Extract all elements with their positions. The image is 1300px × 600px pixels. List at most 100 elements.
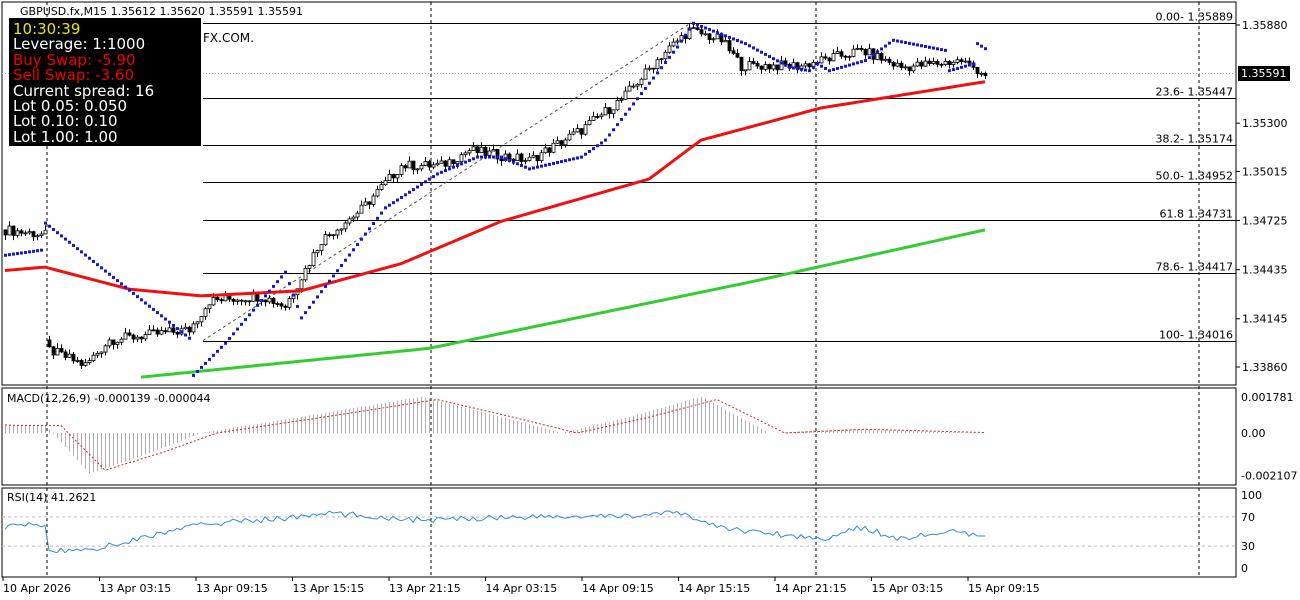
parabolic-sar-dot (48, 224, 51, 228)
macd-signal-line (4, 398, 986, 471)
candle-body (575, 128, 580, 133)
parabolic-sar-dot (556, 161, 559, 165)
candle-body (979, 72, 984, 75)
candle-body (11, 225, 16, 236)
candle-body (603, 107, 608, 116)
candle-body (491, 149, 496, 152)
parabolic-sar-dot (308, 305, 311, 309)
price-tick-label: 1.34145 (1242, 313, 1288, 326)
candle-body (371, 195, 376, 205)
candle-body (723, 40, 728, 43)
candle-body (39, 233, 44, 237)
parabolic-sar-dot (496, 155, 499, 159)
parabolic-sar-dot (704, 26, 707, 30)
parabolic-sar-dot (468, 158, 471, 162)
parabolic-sar-dot (928, 45, 931, 49)
parabolic-sar-dot (480, 155, 483, 159)
parabolic-sar-dot (948, 69, 951, 73)
parabolic-sar-dot (728, 35, 731, 39)
candle-body (611, 109, 616, 114)
parabolic-sar-dot (104, 269, 107, 273)
candle-body (167, 327, 172, 333)
candle-body (651, 67, 656, 70)
parabolic-sar-dot (144, 301, 147, 305)
candle-body (775, 64, 780, 71)
parabolic-sar-dot (896, 39, 899, 43)
candle-body (63, 351, 68, 358)
time-label: 14 Apr 21:15 (775, 582, 847, 595)
fib-label: 50.0- 1.34952 (1156, 170, 1233, 183)
candle-body (91, 354, 96, 361)
parabolic-sar-dot (552, 161, 555, 165)
parabolic-sar-dot (500, 155, 503, 159)
parabolic-sar-dot (720, 32, 723, 36)
parabolic-sar-dot (692, 21, 695, 25)
candle-body (243, 300, 248, 303)
fib-label: 100- 1.34016 (1159, 329, 1233, 342)
candle-body (83, 362, 88, 366)
candle-body (623, 90, 628, 100)
rsi-line (4, 510, 986, 554)
parabolic-sar-dot (408, 190, 411, 194)
candle-body (831, 53, 836, 62)
parabolic-sar-dot (616, 123, 619, 127)
parabolic-sar-dot (220, 345, 223, 349)
candle-body (715, 33, 720, 40)
parabolic-sar-dot (152, 307, 155, 311)
price-tick-label: 1.35015 (1242, 165, 1288, 178)
parabolic-sar-dot (360, 237, 363, 241)
parabolic-sar-dot (64, 237, 67, 241)
candle-body (615, 100, 620, 111)
candle-body (955, 59, 960, 63)
time-label: 14 Apr 15:15 (679, 582, 751, 595)
candle-body (171, 327, 176, 333)
candle-body (59, 348, 64, 353)
price-tick-label: 1.33860 (1242, 361, 1288, 374)
parabolic-sar-dot (828, 69, 831, 73)
parabolic-sar-dot (968, 63, 971, 67)
parabolic-sar-dot (548, 162, 551, 166)
parabolic-sar-dot (900, 40, 903, 44)
parabolic-sar-dot (352, 248, 355, 252)
candle-body (627, 85, 632, 92)
candle-body (551, 142, 556, 153)
candle-body (55, 348, 60, 356)
parabolic-sar-dot (868, 56, 871, 60)
candle-body (771, 64, 776, 70)
rsi-tick-label: 100 (1241, 489, 1262, 502)
parabolic-sar-dot (840, 65, 843, 69)
candle-body (863, 49, 868, 56)
parabolic-sar-dot (36, 249, 39, 253)
parabolic-sar-dot (772, 57, 775, 61)
parabolic-sar-dot (648, 81, 651, 85)
candle-body (19, 230, 24, 234)
candle-body (47, 339, 52, 348)
candle-body (151, 329, 156, 332)
candle-body (407, 160, 412, 169)
parabolic-sar-dot (452, 165, 455, 169)
candle-body (247, 300, 252, 303)
candle-body (839, 51, 844, 57)
parabolic-sar-dot (488, 155, 491, 159)
parabolic-sar-dot (280, 275, 283, 279)
candle-body (435, 162, 440, 166)
candle-body (571, 131, 576, 135)
candle-body (599, 114, 604, 118)
parabolic-sar-dot (800, 67, 803, 71)
parabolic-sar-dot (180, 330, 183, 334)
parabolic-sar-dot (652, 76, 655, 80)
candle-body (475, 146, 480, 154)
parabolic-sar-dot (380, 211, 383, 215)
candle-body (807, 63, 812, 68)
parabolic-sar-dot (196, 369, 199, 373)
parabolic-sar-dot (872, 53, 875, 57)
candle-body (27, 231, 32, 234)
candle-body (703, 33, 708, 36)
candle-body (495, 149, 500, 160)
candle-body (175, 331, 180, 335)
candle-body (107, 339, 112, 347)
spread: Current spread: 16 (13, 81, 155, 100)
parabolic-sar-dot (912, 42, 915, 46)
parabolic-sar-dot (904, 41, 907, 45)
